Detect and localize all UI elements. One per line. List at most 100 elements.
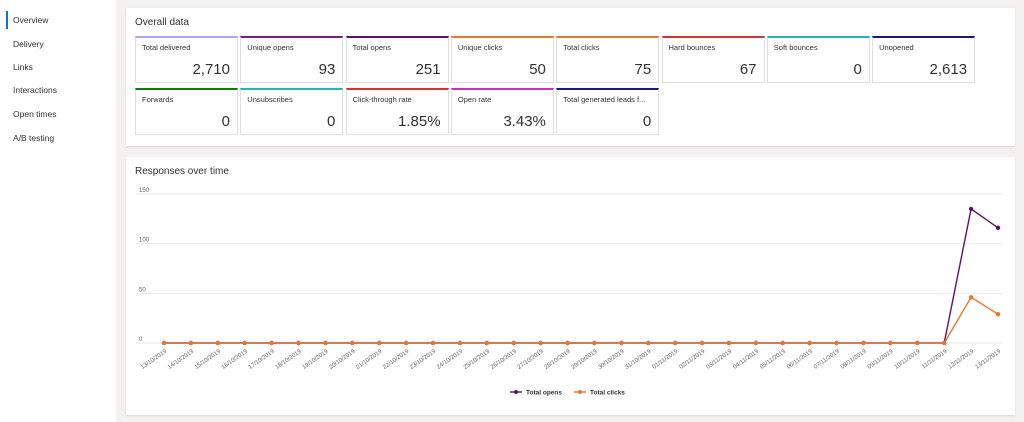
kpi-value: 0 bbox=[853, 61, 862, 78]
kpi-label: Unopened bbox=[879, 43, 914, 52]
data-point-total-clicks[interactable] bbox=[403, 340, 409, 346]
x-tick-label: 03/11/2019 bbox=[705, 348, 733, 370]
x-tick-label: 02/11/2019 bbox=[679, 348, 707, 370]
kpi-value: 3.43% bbox=[503, 113, 546, 130]
data-point-total-clicks[interactable] bbox=[242, 340, 247, 346]
x-tick-label: 09/11/2019 bbox=[867, 348, 895, 370]
data-point-total-clicks[interactable] bbox=[188, 340, 194, 346]
legend-item-total-opens[interactable]: Total opens bbox=[510, 390, 562, 397]
kpi-label: Unique clicks bbox=[457, 43, 503, 52]
kpi-tile-unsubscribes[interactable]: Unsubscribes 0 bbox=[240, 88, 344, 135]
data-point-total-clicks[interactable] bbox=[834, 340, 839, 346]
kpi-value: 50 bbox=[529, 61, 546, 78]
data-point-total-clicks[interactable] bbox=[672, 340, 678, 346]
kpi-tile-total-delivered[interactable]: Total delivered 2,710 bbox=[135, 36, 238, 83]
x-tick-label: 25/10/2019 bbox=[463, 348, 492, 371]
data-point-total-clicks[interactable] bbox=[484, 340, 490, 346]
kpi-tile-total-clicks[interactable]: Total clicks 75 bbox=[556, 36, 660, 83]
x-tick-label: 17/10/2019 bbox=[248, 348, 277, 371]
kpi-tile-forwards[interactable]: Forwards 0 bbox=[135, 88, 238, 135]
data-point-total-clicks[interactable] bbox=[995, 311, 1001, 317]
x-tick-label: 16/10/2019 bbox=[221, 348, 250, 371]
data-point-total-clicks[interactable] bbox=[511, 340, 516, 346]
sidebar-item-open-times[interactable]: Open times bbox=[13, 109, 57, 119]
legend-label-total-opens: Total opens bbox=[526, 390, 562, 397]
kpi-value: 0 bbox=[326, 113, 336, 130]
kpi-value: 2,710 bbox=[192, 61, 230, 78]
sidebar-item-links[interactable]: Links bbox=[13, 62, 33, 72]
sidebar-item-interactions[interactable]: Interactions bbox=[13, 85, 57, 95]
kpi-label: Hard bounces bbox=[668, 43, 716, 52]
data-point-total-clicks[interactable] bbox=[646, 340, 651, 346]
data-point-total-clicks[interactable] bbox=[565, 340, 570, 346]
data-point-total-clicks[interactable] bbox=[377, 340, 382, 346]
kpi-value: 93 bbox=[318, 61, 336, 78]
data-point-total-clicks[interactable] bbox=[161, 340, 167, 346]
data-point-total-clicks[interactable] bbox=[915, 340, 920, 346]
y-tick-label: 0 bbox=[139, 337, 143, 343]
sidebar-item-delivery[interactable]: Delivery bbox=[13, 39, 44, 49]
x-tick-label: 22/10/2019 bbox=[382, 348, 411, 371]
data-point-total-clicks[interactable] bbox=[457, 340, 463, 346]
x-tick-label: 27/10/2019 bbox=[517, 348, 546, 371]
data-point-total-opens[interactable] bbox=[995, 225, 1001, 230]
sidebar-item-overview[interactable]: Overview bbox=[6, 11, 48, 29]
data-point-total-clicks[interactable] bbox=[753, 340, 759, 346]
data-point-total-clicks[interactable] bbox=[350, 340, 355, 346]
y-tick-label: 100 bbox=[139, 238, 150, 244]
kpi-tile-unique-opens[interactable]: Unique opens 93 bbox=[240, 36, 344, 83]
kpi-tile-click-through-rate[interactable]: Click-through rate 1.85% bbox=[345, 88, 449, 135]
data-point-total-clicks[interactable] bbox=[296, 340, 301, 346]
data-point-total-clicks[interactable] bbox=[699, 340, 705, 346]
data-point-total-clicks[interactable] bbox=[941, 340, 947, 346]
kpi-value: 2,613 bbox=[929, 61, 968, 78]
data-point-total-clicks[interactable] bbox=[861, 340, 866, 346]
sidebar-item-ab-testing[interactable]: A/B testing bbox=[13, 133, 55, 143]
data-point-total-opens[interactable] bbox=[968, 206, 974, 212]
kpi-label: Forwards bbox=[142, 95, 174, 104]
data-point-total-clicks[interactable] bbox=[538, 340, 543, 346]
data-point-total-clicks[interactable] bbox=[619, 340, 624, 346]
y-tick-label: 50 bbox=[139, 287, 146, 293]
data-point-total-clicks[interactable] bbox=[269, 340, 274, 346]
kpi-tile-total-generated-leads[interactable]: Total generated leads f... 0 bbox=[556, 88, 660, 135]
kpi-label: Click-through rate bbox=[352, 95, 412, 104]
kpi-value: 0 bbox=[221, 113, 230, 130]
x-tick-label: 18/10/2019 bbox=[275, 348, 304, 371]
data-point-total-clicks[interactable] bbox=[780, 340, 785, 346]
kpi-label: Soft bounces bbox=[773, 43, 818, 52]
kpi-tile-unopened[interactable]: Unopened 2,613 bbox=[872, 36, 976, 83]
data-point-total-clicks[interactable] bbox=[888, 340, 893, 346]
data-point-total-clicks[interactable] bbox=[592, 340, 597, 346]
kpi-value: 1.85% bbox=[398, 113, 441, 130]
kpi-tile-unique-clicks[interactable]: Unique clicks 50 bbox=[450, 36, 554, 83]
kpi-label: Unsubscribes bbox=[247, 95, 293, 104]
x-tick-label: 23/10/2019 bbox=[409, 348, 438, 371]
data-point-total-clicks[interactable] bbox=[807, 340, 812, 346]
x-tick-label: 07/11/2019 bbox=[813, 348, 841, 370]
sidebar: Overview Delivery Links Interactions Ope… bbox=[0, 0, 116, 422]
x-tick-label: 11/11/2019 bbox=[921, 348, 949, 370]
series-line-total-clicks bbox=[164, 296, 999, 344]
kpi-label: Total clicks bbox=[563, 43, 600, 52]
x-tick-label: 01/11/2019 bbox=[652, 348, 680, 370]
kpi-tile-total-opens[interactable]: Total opens 251 bbox=[345, 36, 449, 83]
x-tick-label: 10/11/2019 bbox=[894, 348, 922, 370]
responses-chart: 05010015013/10/201914/10/201915/10/20191… bbox=[136, 188, 1003, 397]
x-tick-label: 12/11/2019 bbox=[948, 348, 976, 370]
kpi-tile-hard-bounces[interactable]: Hard bounces 67 bbox=[661, 36, 765, 83]
x-tick-label: 21/10/2019 bbox=[355, 348, 384, 371]
data-point-total-clicks[interactable] bbox=[726, 340, 732, 346]
kpi-label: Total opens bbox=[352, 43, 391, 52]
kpi-label: Open rate bbox=[457, 95, 492, 104]
legend-item-total-clicks[interactable]: Total clicks bbox=[574, 390, 625, 397]
data-point-total-clicks[interactable] bbox=[968, 295, 974, 300]
kpi-tile-soft-bounces[interactable]: Soft bounces 0 bbox=[766, 36, 870, 83]
data-point-total-clicks[interactable] bbox=[323, 340, 328, 346]
data-point-total-clicks[interactable] bbox=[430, 340, 436, 346]
x-tick-label: 19/10/2019 bbox=[302, 348, 331, 371]
data-point-total-clicks[interactable] bbox=[215, 340, 221, 346]
kpi-value: 67 bbox=[739, 61, 757, 78]
kpi-tile-open-rate[interactable]: Open rate 3.43% bbox=[450, 88, 554, 135]
x-tick-label: 20/10/2019 bbox=[328, 348, 357, 371]
